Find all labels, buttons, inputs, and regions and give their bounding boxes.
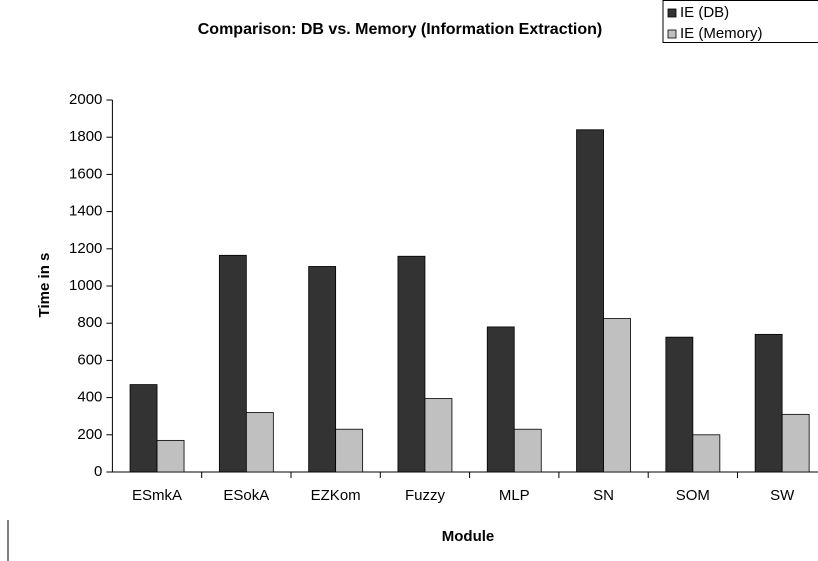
bar bbox=[513, 428, 542, 473]
bar bbox=[218, 254, 247, 473]
bar bbox=[781, 413, 810, 473]
y-tick-label: 800 bbox=[77, 314, 102, 331]
bar bbox=[397, 255, 426, 473]
bar bbox=[754, 333, 783, 473]
legend-swatch bbox=[667, 8, 677, 18]
bar bbox=[665, 336, 694, 473]
legend-swatch bbox=[667, 29, 677, 39]
bar bbox=[576, 129, 604, 473]
chart-title: Comparison: DB vs. Memory (Information E… bbox=[198, 21, 603, 38]
x-tick-label: Fuzzy bbox=[405, 487, 446, 504]
x-tick-label: ESokA bbox=[223, 487, 269, 504]
legend-label: IE (Memory) bbox=[680, 25, 763, 42]
bar bbox=[424, 398, 453, 473]
x-axis-label: Module bbox=[442, 528, 495, 545]
legend bbox=[662, 0, 818, 43]
y-tick-label: 1600 bbox=[69, 165, 102, 182]
bar bbox=[156, 439, 185, 473]
bar bbox=[692, 434, 721, 473]
bar bbox=[245, 412, 274, 473]
x-tick-label: SW bbox=[770, 487, 795, 504]
bar bbox=[603, 318, 631, 473]
y-tick-label: 1400 bbox=[69, 203, 102, 220]
x-tick-label: ESmkA bbox=[132, 487, 182, 504]
y-tick-label: 2000 bbox=[69, 91, 102, 108]
y-axis-label: Time in s bbox=[36, 253, 53, 318]
y-tick-label: 600 bbox=[77, 351, 102, 368]
y-tick-label: 1000 bbox=[69, 277, 102, 294]
y-tick-label: 400 bbox=[77, 389, 102, 406]
y-tick-label: 1800 bbox=[69, 128, 102, 145]
x-tick-label: SN bbox=[593, 487, 614, 504]
bar bbox=[129, 384, 158, 473]
y-tick-label: 1200 bbox=[69, 240, 102, 257]
x-tick-label: SOM bbox=[676, 487, 710, 504]
y-tick-label: 0 bbox=[94, 463, 102, 480]
bar bbox=[308, 266, 337, 473]
bar bbox=[335, 428, 364, 473]
bar bbox=[486, 326, 515, 473]
legend-label: IE (DB) bbox=[680, 4, 729, 21]
x-tick-label: EZKom bbox=[311, 487, 361, 504]
x-tick-label: MLP bbox=[499, 487, 530, 504]
y-tick-label: 200 bbox=[77, 426, 102, 443]
